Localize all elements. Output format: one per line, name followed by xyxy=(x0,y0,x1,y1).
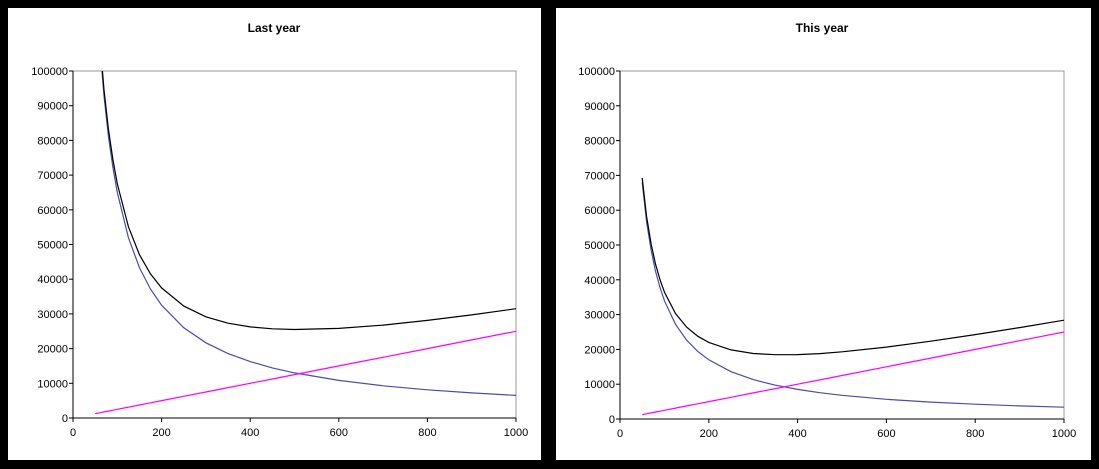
y-tick-label: 0 xyxy=(62,413,68,425)
chart-svg: Last year 010000200003000040000500006000… xyxy=(31,21,528,439)
y-tick-label: 60000 xyxy=(584,205,615,217)
y-tick-label: 80000 xyxy=(37,135,68,147)
chart-this-year: This year 0 10000 20000 30000 40000 50000 6000… xyxy=(556,8,1091,460)
plot-area xyxy=(72,70,517,419)
series-line-2 xyxy=(101,71,516,331)
y-tick-label: 20000 xyxy=(37,344,68,356)
y-tick-label: 50000 xyxy=(37,240,68,252)
series-line-1 xyxy=(95,330,516,415)
y-tick-label: 20000 xyxy=(584,344,615,356)
chart-title: Last year xyxy=(248,21,301,35)
y-tick-label: 70000 xyxy=(584,170,615,182)
y-tick-label: 40000 xyxy=(584,275,615,287)
chart-title: This year xyxy=(796,21,849,35)
y-tick-label: 30000 xyxy=(37,309,68,321)
y-tick-label: 90000 xyxy=(584,101,615,113)
y-tick-label: 90000 xyxy=(37,101,68,113)
y-tick-label: 30000 xyxy=(584,310,615,322)
series-line-0 xyxy=(641,182,1064,408)
x-tick-label: 1000 xyxy=(504,427,528,439)
y-tick-label: 80000 xyxy=(584,136,615,148)
x-tick-label: 0 xyxy=(70,427,76,439)
y-tick-label: 100000 xyxy=(578,66,615,78)
x-tick-label: 400 xyxy=(788,428,806,440)
y-tick-label: 50000 xyxy=(584,240,615,252)
x-tick-label: 800 xyxy=(966,428,984,440)
x-tick-label: 600 xyxy=(330,427,348,439)
chart-svg: This year 010000200003000040000500006000… xyxy=(578,21,1076,440)
y-tick-label: 10000 xyxy=(584,379,615,391)
x-tick-label: 600 xyxy=(877,428,895,440)
chart-last-year: Last year 0 10000 20000 30000 40000 50000 6000… xyxy=(8,8,541,460)
x-tick-label: 0 xyxy=(617,428,623,440)
x-tick-label: 1000 xyxy=(1052,428,1076,440)
y-tick-label: 60000 xyxy=(37,205,68,217)
series-line-1 xyxy=(642,331,1064,416)
y-tick-label: 0 xyxy=(609,414,615,426)
series-line-0 xyxy=(101,71,516,396)
y-tick-label: 40000 xyxy=(37,274,68,286)
y-tick-label: 100000 xyxy=(31,66,68,78)
x-tick-label: 200 xyxy=(700,428,718,440)
x-tick-label: 200 xyxy=(152,427,170,439)
x-tick-label: 800 xyxy=(418,427,436,439)
y-tick-label: 10000 xyxy=(37,378,68,390)
y-tick-label: 70000 xyxy=(37,170,68,182)
plot-area xyxy=(619,70,1065,420)
x-tick-label: 400 xyxy=(241,427,259,439)
series-line-2 xyxy=(641,177,1064,356)
